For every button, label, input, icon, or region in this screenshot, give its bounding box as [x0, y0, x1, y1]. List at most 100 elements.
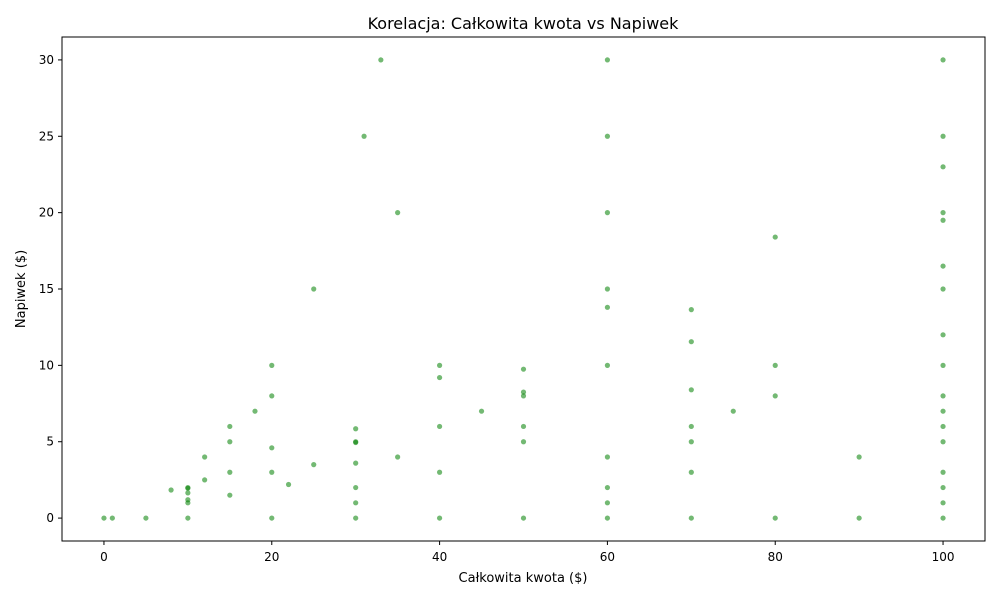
y-tick-label: 10	[39, 358, 54, 372]
data-point	[940, 286, 946, 292]
data-point	[478, 408, 485, 414]
data-point	[940, 439, 946, 445]
data-point	[436, 469, 443, 475]
data-point	[252, 408, 258, 414]
plot-area	[61, 36, 986, 542]
y-tick-label: 15	[39, 282, 54, 296]
data-point	[940, 332, 946, 338]
data-point	[353, 515, 359, 521]
data-point	[604, 454, 611, 460]
x-tick-label: 60	[600, 550, 615, 564]
data-points	[101, 57, 946, 521]
x-tick-label: 40	[432, 550, 447, 564]
x-axis-ticks: 0 20 40 60 80 100	[100, 541, 954, 564]
data-point	[772, 393, 778, 399]
y-tick-label: 20	[39, 206, 54, 220]
x-tick-label: 20	[264, 550, 279, 564]
data-point	[940, 515, 946, 521]
data-point	[353, 426, 359, 432]
data-point	[202, 477, 208, 483]
data-point	[940, 408, 946, 414]
data-point	[520, 366, 527, 372]
data-point	[688, 515, 694, 521]
data-point	[604, 57, 611, 63]
data-point	[436, 423, 443, 430]
x-tick-label: 100	[932, 550, 955, 564]
data-point	[311, 462, 317, 468]
data-point	[227, 492, 233, 498]
data-point	[940, 362, 946, 368]
data-point	[311, 286, 317, 292]
x-tick-label: 80	[768, 550, 783, 564]
data-point	[269, 445, 275, 451]
data-point	[604, 133, 611, 139]
data-point	[185, 515, 191, 521]
data-point	[940, 469, 946, 475]
data-point	[361, 133, 367, 139]
data-point	[772, 234, 778, 240]
data-point	[143, 515, 149, 521]
data-point	[520, 389, 527, 395]
y-axis-ticks: 0 5 10 15 20 25 30	[39, 53, 62, 525]
data-point	[688, 307, 694, 313]
data-point	[688, 439, 694, 445]
data-point	[353, 500, 359, 506]
data-point	[436, 374, 443, 381]
data-point	[185, 490, 191, 496]
data-point	[940, 164, 946, 170]
data-point	[856, 454, 862, 460]
chart-title: Korelacja: Całkowita kwota vs Napiwek	[368, 14, 680, 33]
data-point	[940, 133, 946, 139]
data-point	[227, 439, 233, 445]
data-point	[269, 515, 275, 521]
data-point	[940, 217, 946, 223]
data-point	[520, 393, 527, 399]
data-point	[940, 484, 946, 491]
data-point	[772, 362, 778, 368]
data-point	[604, 362, 611, 368]
data-point	[856, 515, 862, 521]
data-point	[227, 469, 233, 475]
data-point	[940, 423, 946, 430]
data-point	[269, 362, 275, 368]
data-point	[688, 423, 694, 430]
data-point	[353, 484, 359, 491]
data-point	[353, 460, 359, 466]
data-point	[202, 454, 208, 460]
data-point	[436, 362, 443, 368]
data-point	[772, 515, 778, 521]
data-point	[520, 515, 527, 521]
data-point	[285, 481, 292, 488]
y-tick-label: 30	[39, 53, 54, 67]
y-tick-label: 25	[39, 129, 54, 143]
data-point	[688, 339, 694, 345]
data-point	[378, 57, 384, 63]
data-point	[227, 423, 233, 430]
data-point	[269, 393, 275, 399]
data-point	[520, 423, 527, 430]
data-point	[604, 286, 611, 292]
data-point	[269, 469, 275, 475]
data-point	[168, 487, 174, 493]
data-point	[604, 515, 611, 521]
data-point	[604, 210, 611, 216]
data-point	[109, 515, 115, 521]
data-point	[688, 387, 694, 393]
y-axis-label: Napiwek ($)	[14, 250, 29, 328]
data-point	[940, 393, 946, 399]
data-point	[185, 497, 191, 503]
data-point	[353, 439, 359, 446]
x-tick-label: 0	[100, 550, 108, 564]
y-tick-label: 0	[46, 511, 54, 525]
data-point	[395, 210, 401, 216]
y-tick-label: 5	[46, 435, 54, 449]
data-point	[688, 469, 694, 475]
data-point	[185, 485, 191, 491]
data-point	[940, 210, 946, 216]
x-axis-label: Całkowita kwota ($)	[459, 571, 588, 586]
data-point	[940, 500, 946, 506]
data-point	[940, 263, 946, 269]
data-point	[604, 484, 611, 491]
